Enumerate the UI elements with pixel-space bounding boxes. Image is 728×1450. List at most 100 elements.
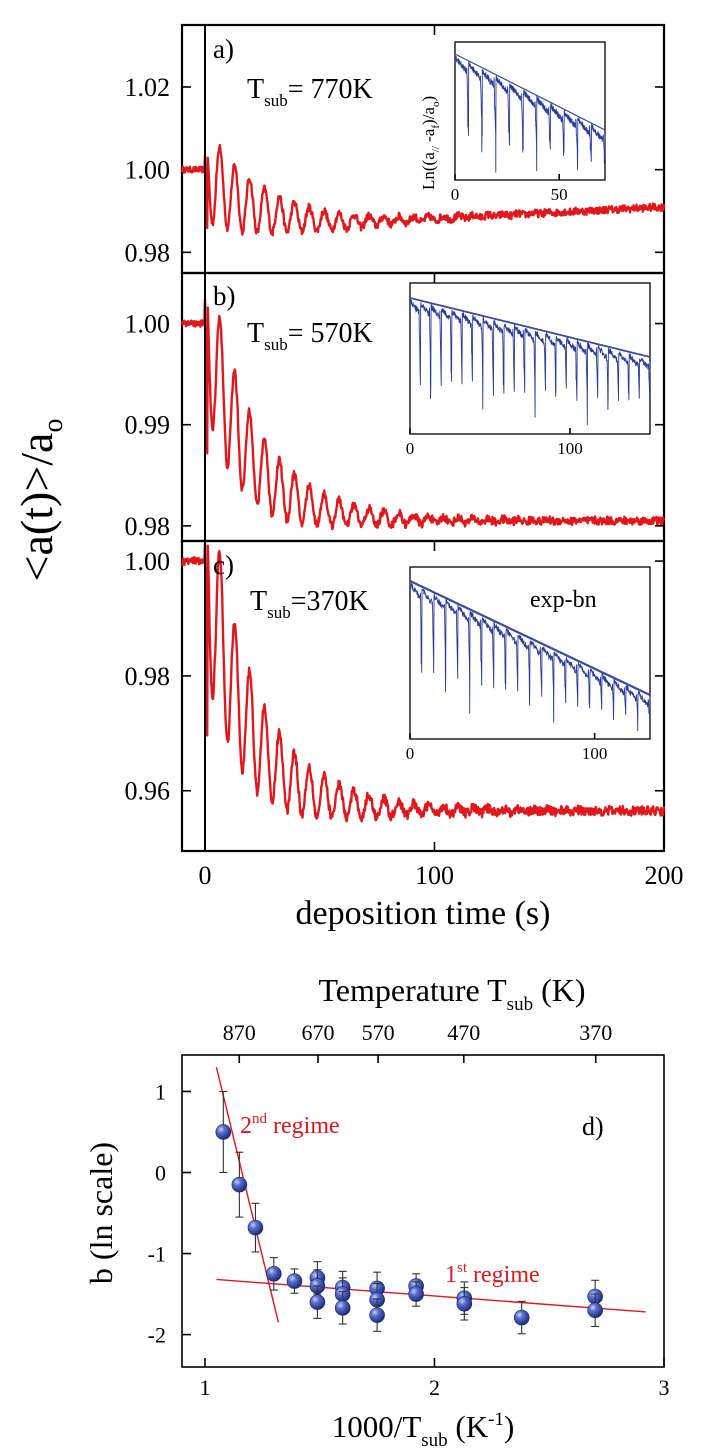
deposition-x-ticks: 0 100 200 [198, 25, 684, 890]
d-x-tick-label: 1 [199, 1375, 210, 1400]
d-y-tick-label: -2 [148, 1323, 166, 1348]
data-point [408, 1281, 424, 1307]
y-tick-label: 0.98 [125, 512, 171, 541]
d-x-tick-label: 2 [429, 1375, 440, 1400]
panel-a-inset-trace [454, 54, 606, 173]
panel-a-inset-fit [454, 53, 606, 131]
point-marker [513, 1309, 530, 1326]
x-tick-label: 200 [645, 861, 684, 890]
panel-c-inset: exp-bn 0 100 [406, 566, 651, 763]
panel-b-temperature: Tsub= 570K [247, 318, 373, 354]
panel-a-trace [180, 143, 666, 237]
panel-a-inset-ylabel: Ln((a// -af)/ao) [419, 96, 442, 190]
d-x-tick-label: 3 [659, 1375, 670, 1400]
panel-d: Temperature Tsub (K) 870 670 570 470 370 1 2 3… [83, 972, 670, 1450]
inset-x-tick-label: 100 [557, 439, 583, 458]
top-tick-label: 670 [302, 1020, 335, 1045]
top-tick-label: 370 [579, 1020, 612, 1045]
panel-d-y-label: b (ln scale) [83, 1142, 119, 1284]
panel-b-inset: 0 100 [406, 282, 651, 458]
data-point [369, 1298, 385, 1332]
data-point [513, 1300, 530, 1335]
panel-b-frame [180, 271, 666, 543]
d-y-tick-label: 0 [155, 1161, 166, 1186]
panel-c-temperature: Tsub=370K [250, 586, 369, 622]
panel-a-inset-frame [454, 41, 606, 181]
top-tick-label: 470 [447, 1020, 480, 1045]
panel-c-inset-frame [409, 566, 651, 740]
panel-b: 0.98 0.99 1.00 b) Tsub= 570K 0 100 [125, 271, 666, 543]
data-point [456, 1287, 473, 1321]
second-regime-fit [215, 1066, 280, 1323]
data-point [231, 1151, 248, 1218]
y-tick-label: 0.99 [125, 411, 171, 440]
panel-b-inset-trace [409, 298, 651, 426]
point-marker [456, 1295, 473, 1312]
panel-a-y-ticks: 0.98 1.00 1.02 [125, 73, 664, 267]
top-axis-title: Temperature Tsub (K) [318, 972, 585, 1015]
panel-c-frame [180, 539, 666, 853]
panel-c-trace [181, 542, 666, 823]
data-point [286, 1268, 303, 1294]
x-tick-label: 100 [415, 861, 454, 890]
panel-a-inset: Ln((a// -af)/ao) 0 50 [419, 41, 606, 204]
panel-b-y-ticks: 0.98 0.99 1.00 [125, 310, 664, 541]
panel-c: 0.96 0.98 1.00 c) Tsub=370K exp-bn 0 100 [125, 539, 666, 853]
panel-d-ticks: 1 2 3 -2 -1 0 1 [148, 1079, 670, 1400]
y-tick-label: 1.00 [125, 310, 171, 339]
panel-a-inset-ticks: 0 50 [451, 174, 568, 204]
data-point [266, 1257, 282, 1291]
point-marker [286, 1273, 303, 1289]
inset-x-tick-label: 100 [582, 744, 608, 763]
inset-x-tick-label: 0 [406, 439, 415, 458]
panel-c-inset-label: exp-bn [530, 587, 597, 613]
y-tick-label: 1.00 [125, 547, 171, 576]
data-point [334, 1291, 351, 1325]
point-marker [587, 1302, 603, 1319]
panel-d-label: d) [582, 1112, 604, 1141]
point-marker [309, 1294, 326, 1310]
inset-x-tick-label: 0 [451, 185, 460, 204]
panel-a-temperature: Tsub= 770K [247, 74, 373, 110]
panel-b-inset-ticks: 0 100 [406, 428, 583, 458]
first-regime-fit [216, 1278, 646, 1313]
y-tick-label: 0.96 [125, 777, 171, 806]
point-marker [369, 1307, 385, 1323]
top-temperature-ticks: 870 670 570 470 370 [223, 1020, 612, 1063]
panel-b-inset-frame [409, 282, 651, 435]
deposition-x-label: deposition time (s) [296, 895, 551, 932]
inset-x-tick-label: 0 [406, 744, 415, 763]
inset-x-tick-label: 50 [551, 185, 568, 204]
top-tick-label: 570 [362, 1020, 395, 1045]
top-tick-label: 870 [223, 1020, 256, 1045]
data-point [247, 1202, 264, 1253]
point-marker [334, 1300, 351, 1316]
panel-a-label: a) [213, 34, 234, 64]
point-marker [215, 1124, 232, 1140]
shared-y-label: <a(t)>/ao [11, 419, 69, 582]
data-point [215, 1090, 232, 1174]
data-point [309, 1285, 326, 1319]
panel-d-frame [181, 1054, 665, 1368]
panel-c-y-ticks: 0.96 0.98 1.00 [125, 547, 664, 806]
panel-c-inset-fit [409, 580, 651, 696]
point-marker [231, 1176, 248, 1193]
d-y-tick-label: 1 [155, 1079, 166, 1104]
y-tick-label: 0.98 [125, 662, 171, 691]
panel-d-x-label: 1000/Tsub (K-1) [332, 1409, 515, 1450]
panel-b-label: b) [213, 281, 236, 311]
point-marker [247, 1219, 264, 1236]
panel-c-inset-trace [409, 583, 651, 732]
panel-c-label: c) [213, 550, 234, 580]
data-point [587, 1293, 603, 1328]
panel-c-inset-ticks: 0 100 [406, 733, 608, 763]
panel-a: 0.98 1.00 1.02 a) Tsub= 770K Ln((a// -af)/… [125, 23, 666, 275]
first-regime-label: 1st regime [445, 1260, 540, 1288]
panel-d-points [215, 1090, 603, 1335]
panel-b-trace [180, 298, 666, 531]
d-y-tick-label: -1 [148, 1242, 166, 1267]
second-regime-label: 2nd regime [240, 1111, 340, 1139]
point-marker [408, 1286, 424, 1302]
panel-b-inset-fit [409, 297, 651, 358]
